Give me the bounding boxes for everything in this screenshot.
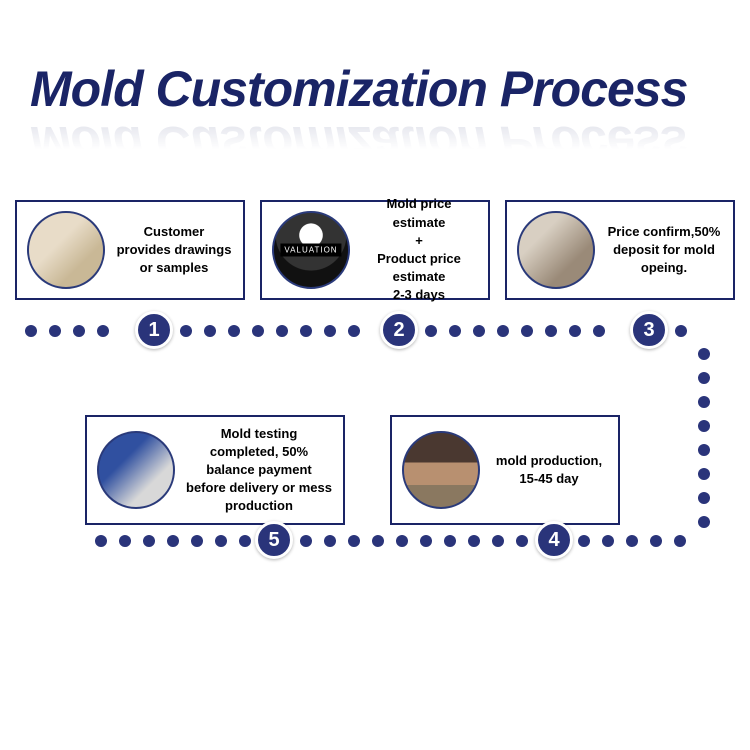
connector-dot	[675, 325, 687, 337]
connector-dots-5	[578, 535, 686, 547]
connector-dot	[239, 535, 251, 547]
connector-dot	[674, 535, 686, 547]
connector-dot	[545, 325, 557, 337]
page-title: Mold Customization Process	[30, 60, 687, 118]
machine-icon	[402, 431, 480, 509]
connector-dots-2	[425, 325, 605, 337]
connector-dots-1	[180, 325, 360, 337]
connector-dot	[698, 468, 710, 480]
connector-dot	[119, 535, 131, 547]
connector-dot	[49, 325, 61, 337]
connector-dot	[698, 420, 710, 432]
testing-icon	[97, 431, 175, 509]
valuation-icon: VALUATION	[272, 211, 350, 289]
connector-dot	[650, 535, 662, 547]
step-text-1: Customer provides drawings or samples	[115, 223, 233, 278]
step-box-1: Customer provides drawings or samples	[15, 200, 245, 300]
connector-dot	[698, 444, 710, 456]
connector-dot	[468, 535, 480, 547]
connector-dot	[516, 535, 528, 547]
connector-dot	[698, 372, 710, 384]
connector-dot	[215, 535, 227, 547]
connector-dot	[593, 325, 605, 337]
connector-dot	[324, 535, 336, 547]
connector-dot	[228, 325, 240, 337]
step-badge-1: 1	[135, 311, 173, 349]
connector-dot	[348, 325, 360, 337]
connector-dot	[204, 325, 216, 337]
step-box-4: mold production, 15-45 day	[390, 415, 620, 525]
step-badge-2: 2	[380, 311, 418, 349]
connector-dot	[396, 535, 408, 547]
connector-dot	[521, 325, 533, 337]
connector-dot	[252, 325, 264, 337]
step-box-3: Price confirm,50% deposit for mold opein…	[505, 200, 735, 300]
connector-dot	[324, 325, 336, 337]
connector-dot	[25, 325, 37, 337]
connector-dot	[578, 535, 590, 547]
step-text-4: mold production, 15-45 day	[490, 452, 608, 488]
valuation-label: VALUATION	[280, 244, 341, 257]
connector-dot	[300, 325, 312, 337]
connector-dot	[300, 535, 312, 547]
connector-dot	[626, 535, 638, 547]
connector-dot	[180, 325, 192, 337]
connector-dot	[372, 535, 384, 547]
step-badge-3: 3	[630, 311, 668, 349]
step2-plus: +	[415, 233, 423, 248]
connector-dot	[348, 535, 360, 547]
connector-dot	[167, 535, 179, 547]
connector-dot	[444, 535, 456, 547]
connector-dot	[602, 535, 614, 547]
step-badge-4: 4	[535, 521, 573, 559]
step-box-2: VALUATION Mold price estimate + Product …	[260, 200, 490, 300]
connector-dots-6	[300, 535, 528, 547]
step-text-5: Mold testing completed, 50% balance paym…	[185, 425, 333, 516]
connector-dot	[276, 325, 288, 337]
step-badge-5: 5	[255, 521, 293, 559]
connector-dot	[97, 325, 109, 337]
step2-line4: 2-3 days	[393, 287, 445, 302]
page-title-reflection: Mold Customization Process	[30, 115, 687, 173]
connector-dot	[497, 325, 509, 337]
connector-dot	[698, 516, 710, 528]
connector-dot	[425, 325, 437, 337]
connector-dot	[73, 325, 85, 337]
step-box-5: Mold testing completed, 50% balance paym…	[85, 415, 345, 525]
drawing-icon	[27, 211, 105, 289]
step-text-3: Price confirm,50% deposit for mold opein…	[605, 223, 723, 278]
connector-dots-0	[25, 325, 109, 337]
connector-dot	[143, 535, 155, 547]
connector-dot	[569, 325, 581, 337]
connector-dot	[698, 348, 710, 360]
handshake-icon	[517, 211, 595, 289]
connector-dots-7	[95, 535, 251, 547]
step2-line3: Product price estimate	[377, 251, 461, 284]
connector-dot	[698, 492, 710, 504]
connector-dot	[698, 396, 710, 408]
connector-dot	[473, 325, 485, 337]
connector-dots-3	[675, 325, 687, 337]
connector-dot	[95, 535, 107, 547]
step2-line1: Mold price estimate	[386, 196, 451, 229]
connector-dot	[449, 325, 461, 337]
connector-dot	[191, 535, 203, 547]
connector-dot	[420, 535, 432, 547]
connector-dot	[492, 535, 504, 547]
step-text-2: Mold price estimate + Product price esti…	[360, 195, 478, 304]
connector-dots-4	[698, 348, 710, 528]
